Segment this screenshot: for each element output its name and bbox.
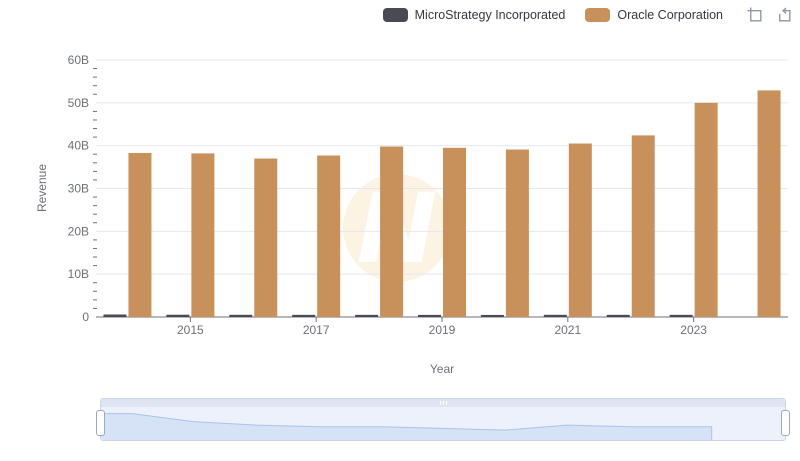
y-tick-label: 40B xyxy=(68,139,89,153)
y-tick-label: 50B xyxy=(68,96,89,110)
y-tick-label: 60B xyxy=(68,53,89,67)
y-tick-label: 20B xyxy=(68,224,89,238)
y-tick-label: 10B xyxy=(68,267,89,281)
bar-microstrategy-2022[interactable] xyxy=(606,314,630,317)
restore-icon[interactable] xyxy=(776,7,793,24)
bar-oracle-2015[interactable] xyxy=(191,153,215,317)
revenue-chart: N 010B20B30B40B50B60B2015201720192021202… xyxy=(35,53,788,376)
datazoom-area-fill xyxy=(101,413,712,440)
legend-item-microstrategy[interactable]: MicroStrategy Incorporated xyxy=(382,8,566,22)
bar-oracle-2014[interactable] xyxy=(128,152,152,317)
bar-oracle-2021[interactable] xyxy=(568,143,592,317)
bar-oracle-2019[interactable] xyxy=(443,147,466,317)
x-tick-label: 2015 xyxy=(177,323,204,337)
x-tick-label: 2021 xyxy=(554,323,581,337)
legend: MicroStrategy Incorporated Oracle Corpor… xyxy=(0,5,793,25)
bar-oracle-2022[interactable] xyxy=(631,135,655,317)
x-axis-label: Year xyxy=(430,362,454,376)
y-tick-label: 30B xyxy=(68,182,89,196)
bar-microstrategy-2015[interactable] xyxy=(166,314,190,317)
x-tick-label: 2023 xyxy=(680,323,707,337)
x-tick-label: 2017 xyxy=(303,323,330,337)
bar-oracle-2024[interactable] xyxy=(757,90,781,317)
bar-oracle-2023[interactable] xyxy=(694,102,718,317)
legend-label-microstrategy: MicroStrategy Incorporated xyxy=(414,8,566,22)
data-zoom-icon[interactable] xyxy=(747,7,764,24)
bar-microstrategy-2019[interactable] xyxy=(418,314,441,317)
bar-oracle-2020[interactable] xyxy=(505,149,529,317)
bar-microstrategy-2023[interactable] xyxy=(669,314,693,317)
legend-item-oracle[interactable]: Oracle Corporation xyxy=(585,8,723,22)
legend-swatch-oracle xyxy=(585,8,611,22)
x-tick-label: 2019 xyxy=(429,323,456,337)
datazoom-grip-icon xyxy=(442,401,444,405)
datazoom-slider[interactable] xyxy=(96,398,790,441)
datazoom-preview-area xyxy=(101,413,713,440)
y-tick-label: 0 xyxy=(82,310,89,324)
bar-oracle-2016[interactable] xyxy=(254,158,278,317)
bar-microstrategy-2014[interactable] xyxy=(103,314,127,317)
datazoom-grip-icon xyxy=(445,401,447,405)
bar-oracle-2017[interactable] xyxy=(317,155,341,317)
datazoom-grip-icon xyxy=(439,401,441,405)
datazoom-area-line xyxy=(101,413,713,440)
datazoom-move-bar[interactable] xyxy=(101,399,785,407)
bar-oracle-2018[interactable] xyxy=(380,146,404,317)
bar-microstrategy-2016[interactable] xyxy=(229,314,253,317)
legend-label-oracle: Oracle Corporation xyxy=(617,8,723,22)
legend-swatch-microstrategy xyxy=(382,8,408,22)
bar-microstrategy-2021[interactable] xyxy=(543,314,567,317)
y-axis-label: Revenue xyxy=(35,164,49,212)
datazoom-right-handle[interactable] xyxy=(781,410,790,436)
bar-microstrategy-2020[interactable] xyxy=(480,314,504,317)
datazoom-left-handle[interactable] xyxy=(96,410,105,436)
chart-toolbox xyxy=(747,7,793,24)
bar-microstrategy-2017[interactable] xyxy=(292,314,316,317)
bar-microstrategy-2018[interactable] xyxy=(355,314,379,317)
